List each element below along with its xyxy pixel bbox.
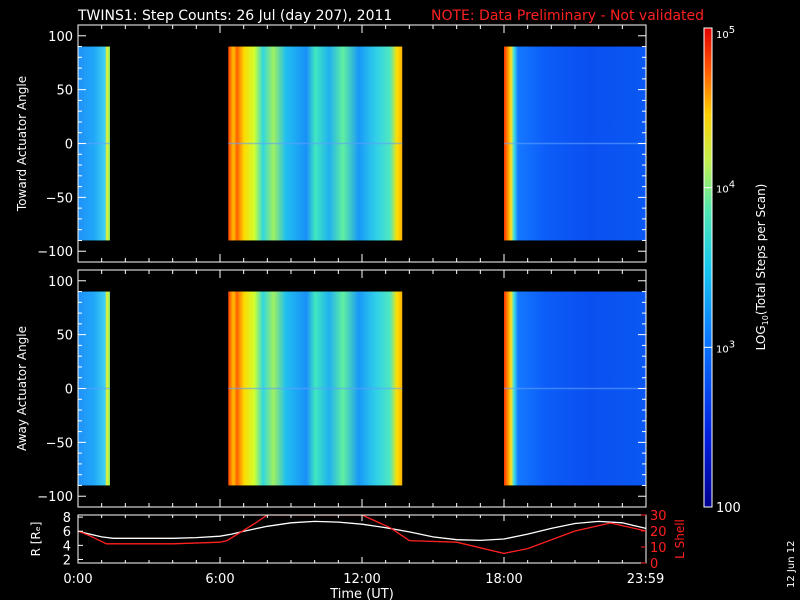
l-shell-line <box>78 515 646 555</box>
r-earth-line <box>78 520 646 542</box>
x-tick-label: 23:59 <box>627 572 664 587</box>
colorbar-tick-label: 104 <box>716 180 735 196</box>
y-tick-label: 0 <box>65 383 73 398</box>
colorbar: 105 104 103 100 LOG10(Total Steps per Scan) <box>703 25 770 516</box>
chart-title: TWINS1: Step Counts: 26 Jul (day 207), 2… <box>77 8 392 24</box>
panel-away: 100 50 0 −50 −100 Away Actuator Angle <box>15 269 647 508</box>
y-tick-label: −100 <box>37 490 73 505</box>
y-tick-label-left: 2 <box>63 553 71 568</box>
x-tick-label: 18:00 <box>485 572 522 587</box>
y-tick-label: −100 <box>37 245 73 260</box>
y-axis-label: Away Actuator Angle <box>15 326 29 451</box>
y-tick-label: 0 <box>65 138 73 153</box>
y-tick-label: 50 <box>56 84 73 99</box>
date-stamp: 12 Jun 12 <box>786 541 797 588</box>
y-tick-label: −50 <box>46 436 73 451</box>
y-tick-label-right: 10 <box>650 541 667 556</box>
y-tick-label-right: 0 <box>650 557 658 572</box>
y-tick-label-left: 8 <box>63 511 71 526</box>
x-tick-label: 12:00 <box>343 572 380 587</box>
colorbar-tick-label: 100 <box>716 501 741 516</box>
y-tick-label: 50 <box>56 329 73 344</box>
colorbar-tick-label: 103 <box>716 339 735 355</box>
colorbar-label: LOG10(Total Steps per Scan) <box>754 184 770 351</box>
y-tick-label-right: 20 <box>650 525 667 540</box>
preliminary-note: NOTE: Data Preliminary - Not validated <box>431 8 704 24</box>
y-tick-label: 100 <box>48 30 73 45</box>
y-axis-label-right: L Shell <box>673 519 687 559</box>
y-tick-label: −50 <box>46 191 73 206</box>
panel-toward: 100 50 0 −50 −100 Toward Actuator Angle <box>15 24 647 263</box>
colorbar-gradient <box>704 28 712 507</box>
y-tick-label-right: 30 <box>650 509 667 524</box>
panel-frame <box>77 514 647 564</box>
y-axis-label-left: R [Rₑ] <box>29 522 43 557</box>
x-axis-label: Time (UT) <box>329 587 394 600</box>
y-tick-label-left: 4 <box>63 539 71 554</box>
x-tick-label: 6:00 <box>205 572 234 587</box>
y-tick-label: 100 <box>48 275 73 290</box>
colorbar-tick-label: 105 <box>716 25 735 41</box>
y-axis-label: Toward Actuator Angle <box>15 76 29 212</box>
x-tick-label: 0:00 <box>63 572 92 587</box>
y-tick-label-left: 6 <box>63 525 71 540</box>
